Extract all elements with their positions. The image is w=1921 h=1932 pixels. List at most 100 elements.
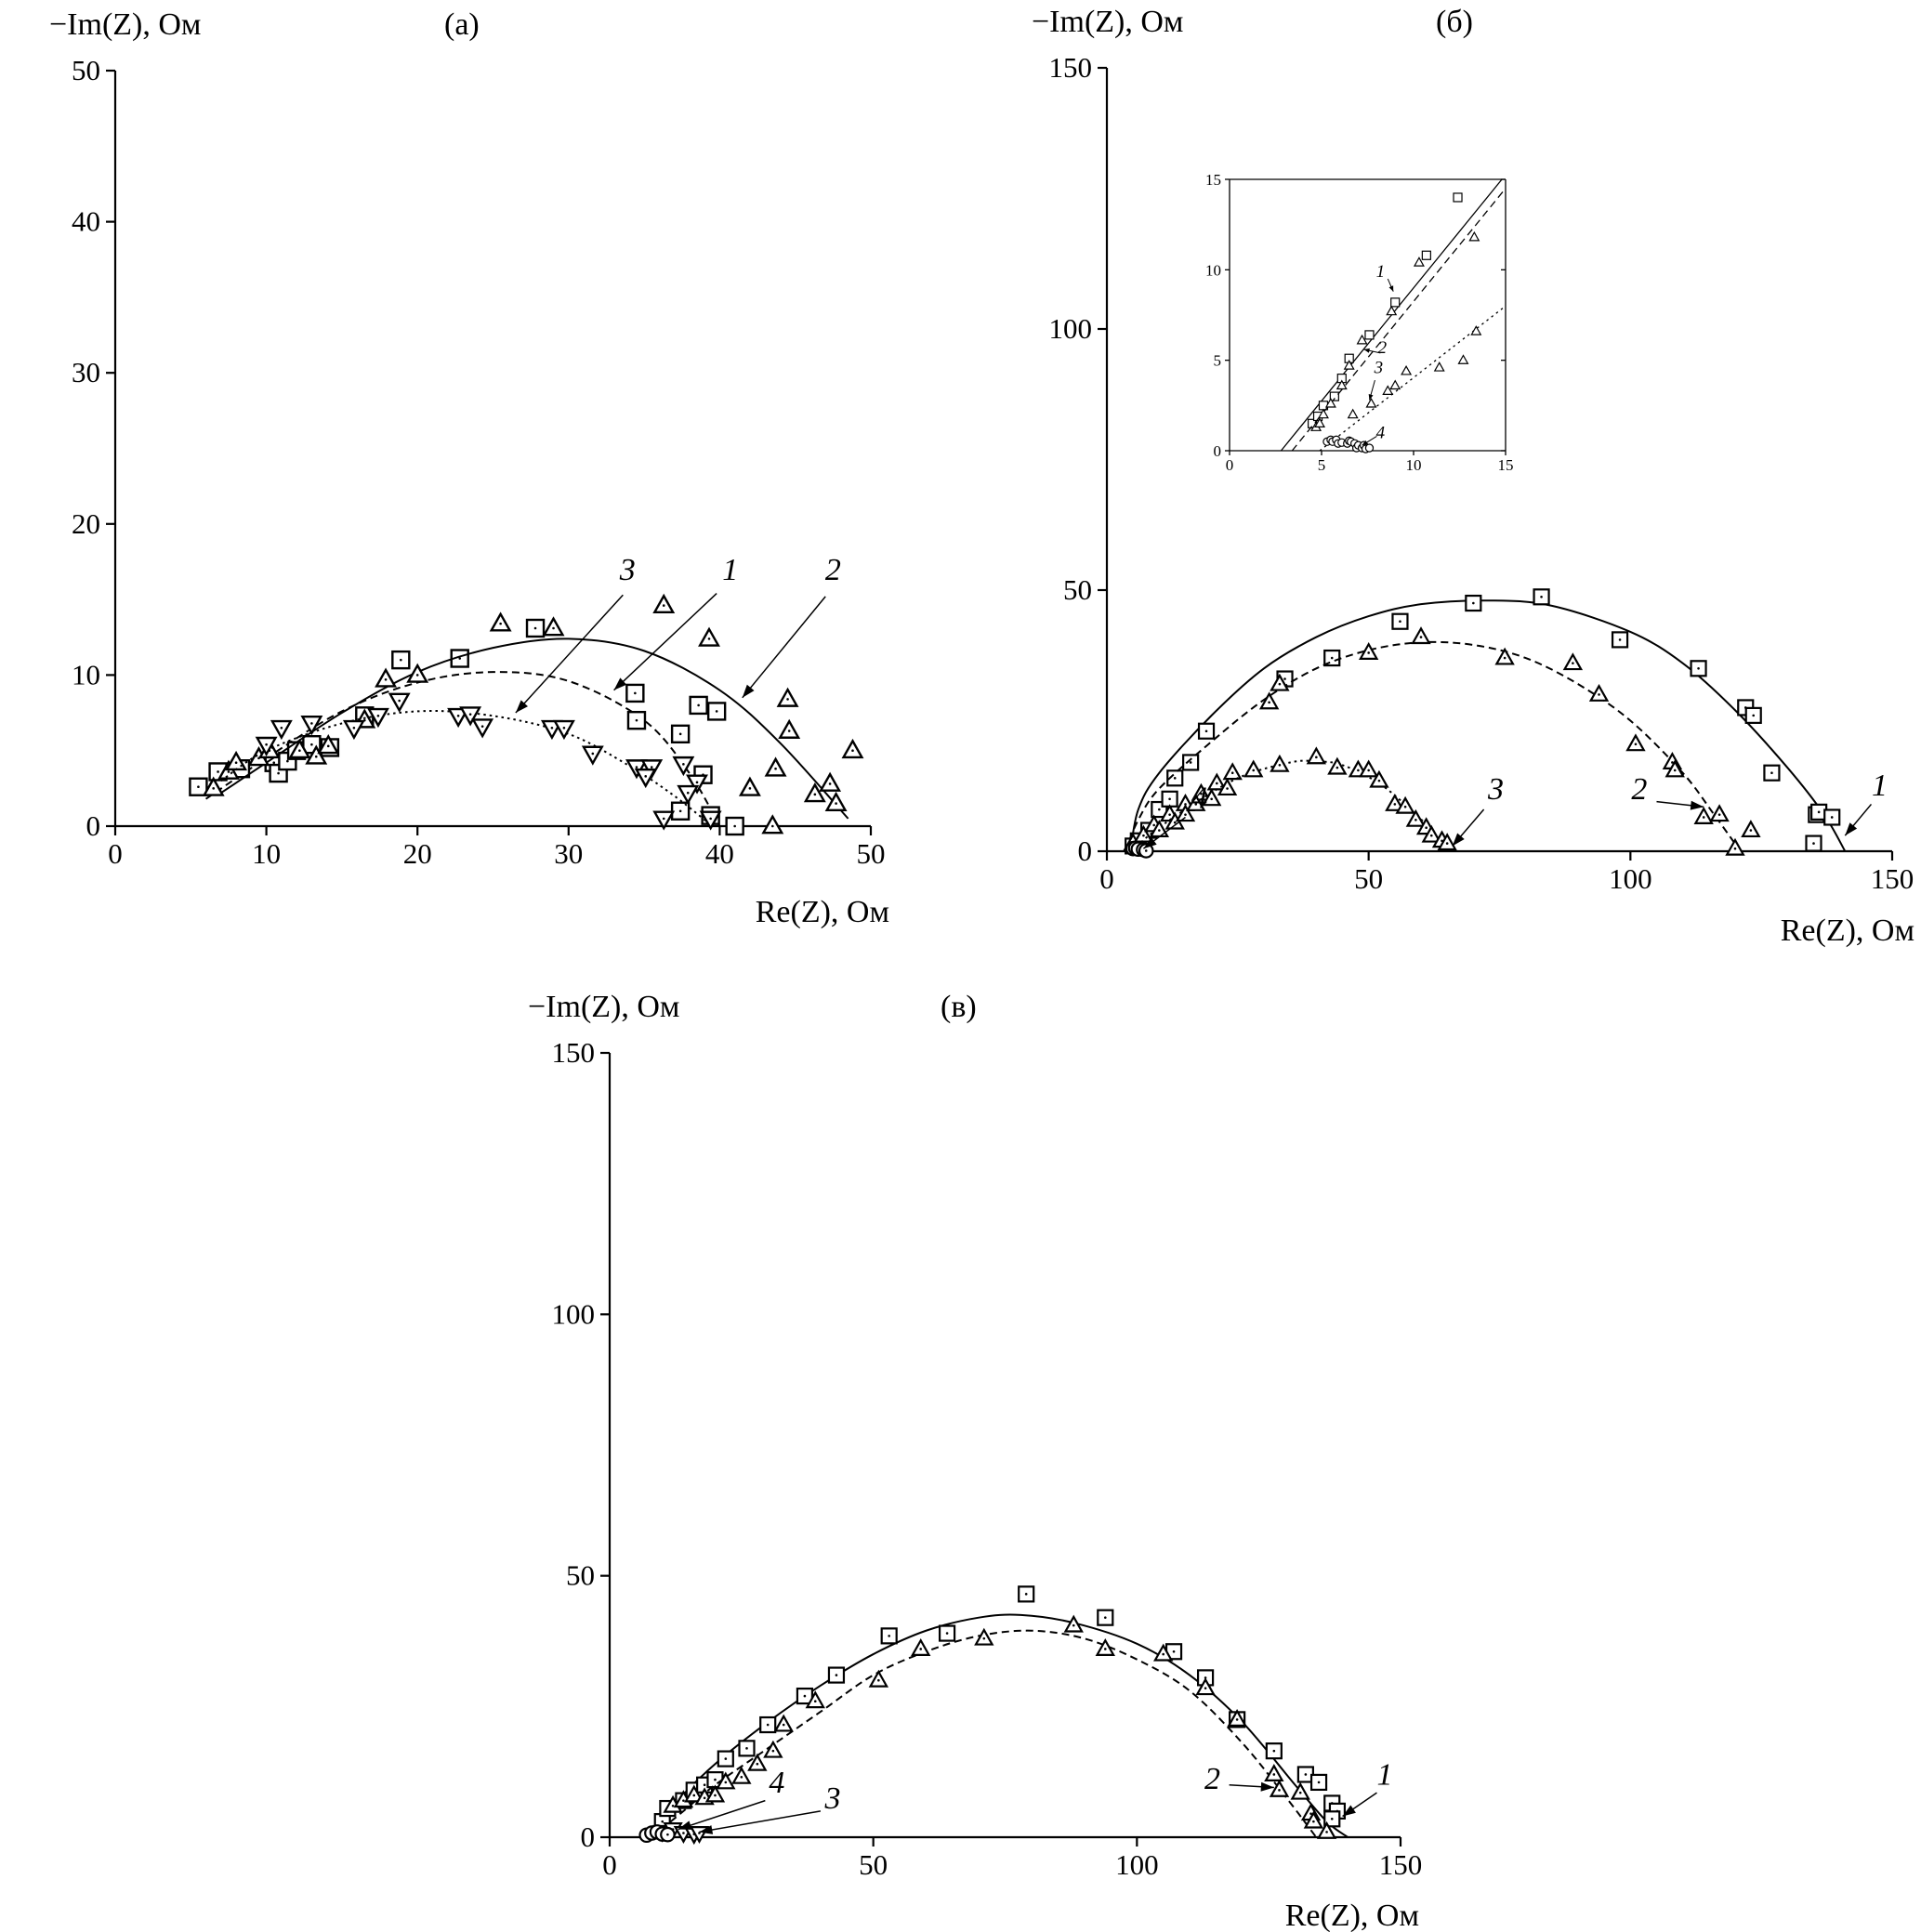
panel-a-marker-dot xyxy=(277,771,280,775)
panel-b-tag: (б) xyxy=(1436,5,1473,39)
panel-c-plot: 0 50 100 150 0 50 100 150 1 2 4 3 xyxy=(552,1036,1423,1881)
panel-b-marker-dot xyxy=(1572,662,1574,664)
panel-a-marker-dot xyxy=(828,782,832,785)
panel-a-marker-dot xyxy=(552,626,555,630)
panel-c-marker-dot xyxy=(835,1674,838,1676)
panel-a-triangle-marker xyxy=(698,626,720,647)
panel-c-curve-label-text: 4 xyxy=(769,1766,784,1800)
panel-b-triangle-marker xyxy=(1270,754,1290,772)
inset-series-3 xyxy=(1319,305,1507,452)
panel-a-arrowhead-icon xyxy=(742,684,755,698)
panel-a-marker-dot xyxy=(550,727,554,729)
inset-square-marker xyxy=(1390,297,1401,308)
panel-a-triangle-marker xyxy=(489,611,512,632)
inset-triangle-marker xyxy=(1365,397,1377,408)
inset-square-marker xyxy=(1329,391,1339,401)
panel-a-marker-dot xyxy=(786,698,789,701)
panel-b-triangle-marker xyxy=(1494,647,1515,665)
panel-c-y-tick-label: 150 xyxy=(552,1036,596,1069)
inset-fit-curve-3 xyxy=(1319,305,1507,452)
panel-b-series-2 xyxy=(1123,626,1761,856)
panel-a-marker-dot xyxy=(650,766,653,769)
panel-b-marker-dot xyxy=(1752,714,1756,717)
panel-b-marker-dot xyxy=(1503,656,1507,660)
panel-a-y-tick-label: 30 xyxy=(72,356,100,388)
panel-a-triangle-marker xyxy=(652,593,676,614)
panel-b-triangle-marker xyxy=(1186,793,1206,811)
panel-a-marker-dot xyxy=(635,766,638,769)
inset-triangle-marker xyxy=(1401,364,1413,375)
panel-a-marker-dot xyxy=(662,604,665,607)
panel-b-marker-dot xyxy=(1230,771,1234,774)
panel-a-marker-dot xyxy=(634,691,637,695)
panel-a-marker-dot xyxy=(217,770,219,773)
inset-triangle-marker xyxy=(1386,305,1398,316)
panel-a-triangle-marker xyxy=(305,744,328,765)
panel-c-marker-dot xyxy=(1298,1791,1302,1794)
panel-c-marker-dot xyxy=(803,1694,807,1698)
panel-b-triangle-marker xyxy=(1270,673,1290,691)
panel-b-triangle-marker xyxy=(1395,795,1415,814)
inset-triangle-marker xyxy=(1413,256,1425,267)
panel-c-marker-dot xyxy=(1235,1718,1239,1721)
panel-c-triangle-marker xyxy=(731,1766,752,1784)
panel-b-triangle-marker xyxy=(1664,759,1685,778)
panel-c-marker-dot xyxy=(756,1762,759,1766)
panel-b-marker-dot xyxy=(1283,677,1286,680)
inset-series-4 xyxy=(1322,435,1375,453)
panel-a-triangle-down-marker xyxy=(672,756,695,777)
panel-c-marker-dot xyxy=(724,1757,728,1760)
inset-x-tick-label: 0 xyxy=(1226,456,1234,474)
panel-a-arrowhead-icon xyxy=(613,677,627,690)
panel-b-marker-dot xyxy=(1330,656,1334,660)
panel-b-triangle-marker xyxy=(1222,762,1243,781)
panel-a-marker-dot xyxy=(415,674,419,677)
inset-curve-label-2: 2 xyxy=(1363,338,1388,358)
panel-b-triangle-marker xyxy=(1405,808,1427,827)
panel-c-arrow-line xyxy=(699,1810,822,1833)
panel-b-marker-dot xyxy=(1733,847,1737,850)
panel-c-arrow-line xyxy=(678,1799,766,1831)
panel-a-triangle-down-marker xyxy=(366,707,389,729)
panel-b-marker-dot xyxy=(1414,818,1417,821)
panel-c-triangle-marker xyxy=(868,1669,889,1688)
panel-a-marker-dot xyxy=(662,817,665,821)
panel-b-marker-dot xyxy=(1194,803,1198,806)
panel-a-x-tick-label: 30 xyxy=(554,837,583,870)
panel-b-triangle-marker xyxy=(1693,807,1714,824)
panel-b-marker-dot xyxy=(1717,813,1721,816)
panel-c-marker-dot xyxy=(1103,1648,1107,1650)
panel-a-triangle-down-marker xyxy=(388,692,411,713)
panel-a-x-tick-label: 0 xyxy=(108,837,123,870)
inset-triangle-marker xyxy=(1318,408,1329,419)
panel-c-triangle-marker xyxy=(1316,1820,1337,1839)
panel-b-inset: 0 5 10 15 0 5 10 15 1 23 4 xyxy=(1205,171,1514,474)
panel-b-triangle-marker xyxy=(1625,733,1646,752)
inset-square-marker xyxy=(1453,192,1463,203)
panel-b-marker-dot xyxy=(1830,816,1834,819)
panel-c-triangle-marker xyxy=(704,1784,726,1803)
panel-a-triangle-down-marker xyxy=(581,745,604,766)
panel-a-curve-label-3: 3 xyxy=(515,553,636,714)
panel-c-y-tick-label: 100 xyxy=(552,1297,596,1330)
panel-a-arrowhead-icon xyxy=(515,700,529,714)
panel-b-marker-dot xyxy=(1158,829,1161,832)
panel-a-marker-dot xyxy=(787,729,791,732)
panel-a-x-tick-label: 40 xyxy=(705,837,734,870)
panel-b-triangle-marker xyxy=(1327,756,1348,775)
inset-curve-label-text: 4 xyxy=(1376,423,1386,442)
panel-c-curve-label-text: 2 xyxy=(1204,1762,1220,1796)
panel-c-marker-dot xyxy=(1172,1649,1176,1653)
panel-a-marker-dot xyxy=(733,824,736,828)
panel-b-ylabel: −Im(Z), Ом xyxy=(1032,5,1183,39)
panel-b-marker-dot xyxy=(1472,601,1475,605)
panel-b-xlabel: Re(Z), Ом xyxy=(1781,913,1914,948)
panel-a-marker-dot xyxy=(376,715,380,717)
panel-c-triangle-marker xyxy=(773,1714,794,1732)
panel-a-triangle-marker xyxy=(317,734,340,755)
panel-b-marker-dot xyxy=(1173,777,1177,780)
panel-b-curve-label-3: 3 xyxy=(1452,772,1504,847)
panel-b-curve-label-4: 4 xyxy=(1142,781,1207,849)
panel-a-triangle-marker xyxy=(375,667,398,688)
